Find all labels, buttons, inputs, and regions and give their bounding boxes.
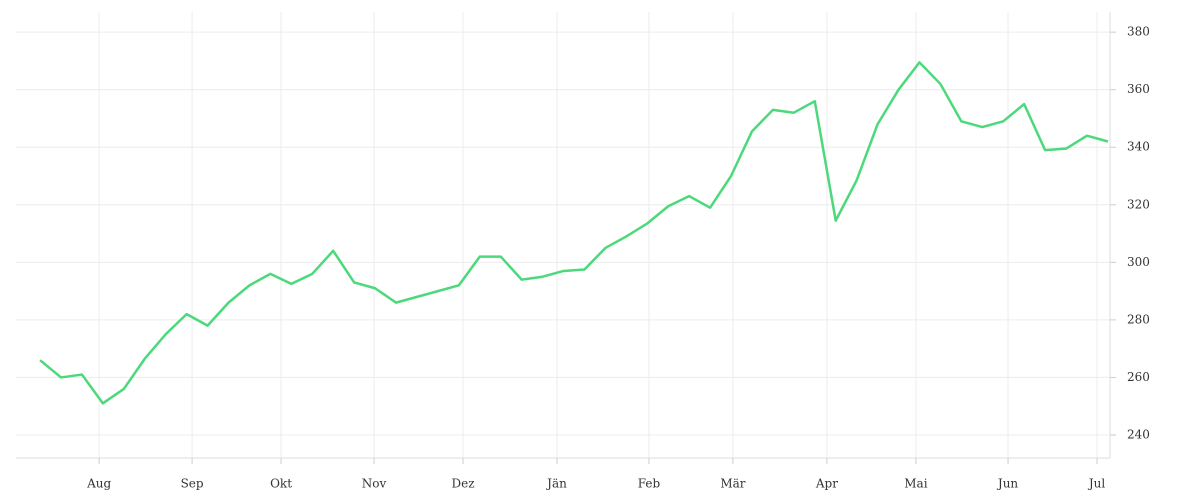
y-tick-label: 360 xyxy=(1127,82,1150,96)
y-tick-label: 260 xyxy=(1127,370,1150,384)
x-tick-label: Jän xyxy=(545,477,567,491)
y-tick-label: 380 xyxy=(1127,25,1150,39)
x-tick-label: Feb xyxy=(638,477,661,491)
x-tick-label: Sep xyxy=(181,477,204,491)
x-tick-label: Jul xyxy=(1087,477,1106,491)
x-tick-label: Mär xyxy=(720,477,745,491)
y-tick-label: 320 xyxy=(1127,197,1150,211)
y-tick-label: 240 xyxy=(1127,427,1150,441)
x-tick-label: Dez xyxy=(451,477,474,491)
x-tick-label: Mai xyxy=(904,477,927,491)
x-tick-label: Aug xyxy=(86,477,111,491)
data-line xyxy=(39,61,1109,405)
x-tick-label: Jun xyxy=(996,477,1019,491)
x-tick-label: Nov xyxy=(362,477,387,491)
y-tick-label: 280 xyxy=(1127,312,1150,326)
y-tick-label: 340 xyxy=(1127,140,1150,154)
x-tick-label: Okt xyxy=(270,477,292,491)
x-tick-label: Apr xyxy=(815,477,838,491)
y-tick-label: 300 xyxy=(1127,255,1150,269)
